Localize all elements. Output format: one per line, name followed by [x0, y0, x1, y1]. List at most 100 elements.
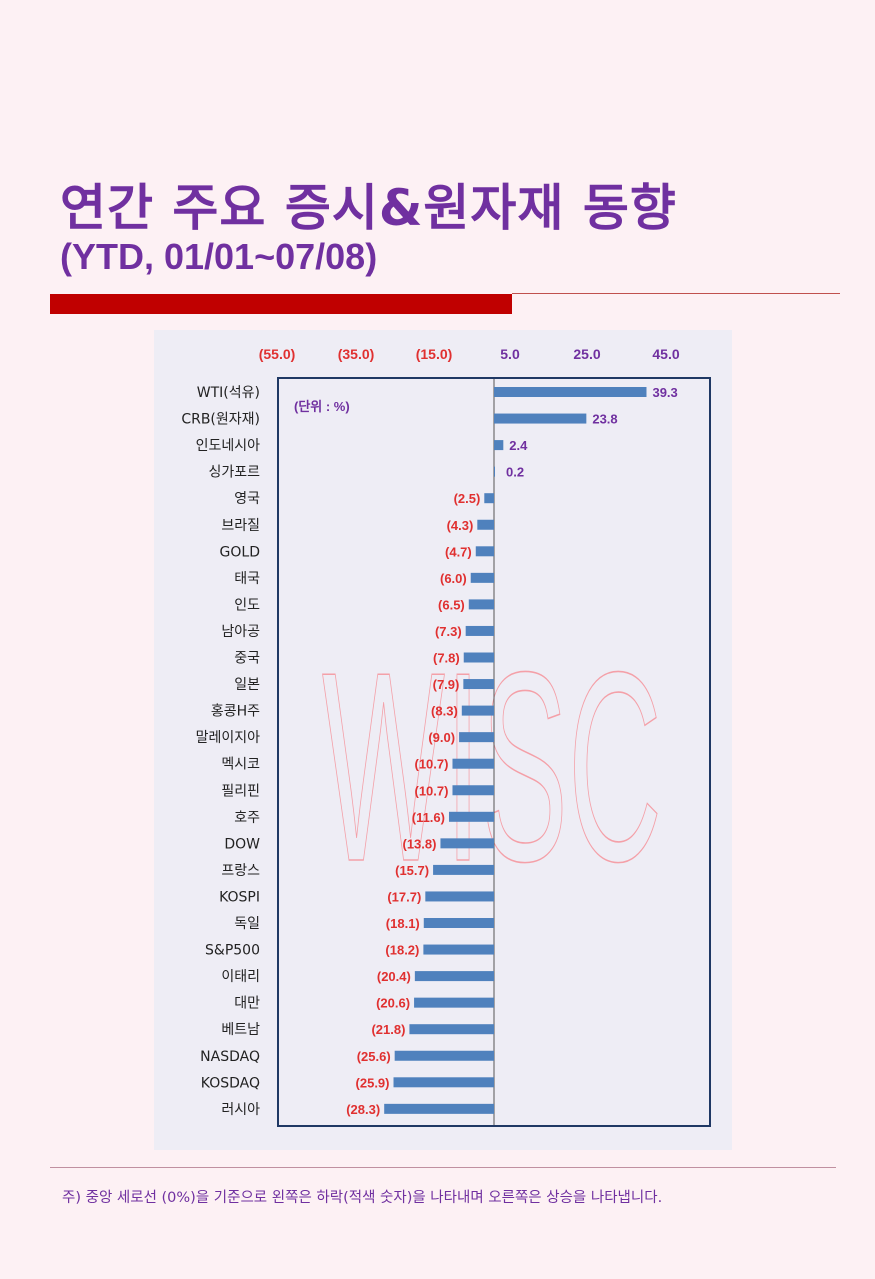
data-label: (13.8): [402, 836, 436, 851]
bar: [423, 944, 494, 955]
category-label: 인도네시아: [196, 438, 261, 454]
data-label: 0.2: [506, 465, 524, 480]
category-label: 멕시코: [221, 757, 260, 773]
category-label: 프랑스: [221, 863, 260, 879]
data-label: (18.2): [385, 943, 419, 958]
data-label: (20.4): [377, 969, 411, 984]
data-label: (18.1): [386, 916, 420, 931]
bar: [463, 679, 494, 690]
bar: [394, 1050, 494, 1061]
footnote: 주) 중앙 세로선 (0%)을 기준으로 왼쪽은 하락(적색 숫자)을 나타내며…: [62, 1190, 663, 1206]
category-label: 독일: [234, 916, 260, 932]
plot-frame: [277, 377, 711, 1127]
bar: [440, 838, 494, 849]
category-label: 싱가포르: [208, 465, 260, 481]
bar: [448, 811, 494, 822]
bar: [423, 918, 494, 928]
bar: [459, 732, 494, 743]
axis-tick-label: (55.0): [259, 346, 296, 362]
data-label: (7.8): [433, 651, 460, 666]
bar: [384, 1103, 494, 1114]
data-label: (10.7): [415, 783, 449, 798]
category-label: 영국: [234, 491, 260, 507]
bar: [414, 971, 494, 982]
page-subtitle: (YTD, 01/01~07/08): [60, 236, 378, 277]
axis-tick-label: 25.0: [573, 346, 600, 362]
category-label: WTI(석유): [197, 385, 260, 401]
bar: [468, 599, 494, 610]
data-label: (4.3): [447, 518, 474, 533]
data-label: (25.9): [356, 1075, 390, 1090]
data-label: (6.0): [440, 571, 467, 586]
data-label: (2.5): [454, 491, 481, 506]
category-label: 브라질: [221, 518, 260, 534]
bar: [484, 493, 494, 504]
bar: [470, 572, 494, 583]
axis-tick-label: 5.0: [500, 346, 520, 362]
data-label: (7.3): [435, 624, 462, 639]
bar-chart: WISC (55.0) (35.0) (15.0) 5.0 25.0 45.0 (단위 :…: [181, 346, 711, 1127]
data-label: (8.3): [431, 704, 458, 719]
unit-label: (단위 : %): [294, 399, 350, 414]
data-label: (9.0): [428, 730, 455, 745]
bar: [433, 864, 494, 875]
data-label: (17.7): [387, 889, 421, 904]
bar: [475, 546, 494, 557]
chart-background: [154, 330, 732, 1150]
category-label: DOW: [224, 836, 260, 852]
bar: [494, 466, 495, 477]
bar: [409, 1024, 494, 1035]
category-label: 호주: [234, 810, 260, 826]
category-label: 필리핀: [221, 783, 260, 799]
bar: [461, 705, 494, 716]
category-label: GOLD: [220, 544, 260, 560]
category-label: 일본: [234, 677, 260, 693]
data-label: (28.3): [346, 1102, 380, 1117]
data-label: (4.7): [445, 544, 472, 559]
data-label: (6.5): [438, 597, 465, 612]
category-label: 베트남: [221, 1022, 260, 1038]
data-label: (25.6): [357, 1049, 391, 1064]
title-underline-rule: [512, 293, 840, 294]
data-label: (20.6): [376, 996, 410, 1011]
bar: [425, 891, 494, 902]
category-label: KOSDAQ: [201, 1075, 260, 1091]
data-label: (15.7): [395, 863, 429, 878]
bar: [465, 625, 494, 636]
axis-tick-label: (15.0): [416, 346, 453, 362]
category-label: 대만: [234, 996, 260, 1012]
bar: [414, 997, 494, 1008]
bar: [494, 413, 587, 424]
data-label: (10.7): [415, 757, 449, 772]
data-label: 2.4: [509, 438, 528, 453]
category-label: 말레이지아: [196, 730, 261, 746]
category-label: 인도: [234, 597, 260, 613]
category-label: 홍콩H주: [211, 704, 260, 720]
title-underline-bar: [50, 294, 512, 314]
page-title: 연간 주요 증시&원자재 동향: [60, 179, 677, 237]
category-label: 태국: [234, 571, 260, 587]
data-label: 23.8: [592, 412, 617, 427]
data-label: 39.3: [652, 385, 677, 400]
footnote-divider: [50, 1167, 836, 1168]
bar: [452, 758, 494, 769]
category-label: KOSPI: [219, 889, 260, 905]
data-label: (11.6): [412, 810, 445, 825]
category-label: 러시아: [221, 1102, 260, 1118]
data-label: (7.9): [433, 677, 460, 692]
bar: [494, 440, 504, 451]
category-label: NASDAQ: [200, 1049, 260, 1065]
category-label: CRB(원자재): [181, 412, 260, 428]
bar: [393, 1077, 494, 1088]
bar: [494, 387, 647, 397]
category-label: 남아공: [221, 624, 260, 640]
axis-tick-label: (35.0): [338, 346, 375, 362]
category-label: 이태리: [221, 969, 260, 985]
category-label: S&P500: [205, 943, 260, 959]
category-label: 중국: [234, 651, 260, 667]
axis-tick-label: 45.0: [652, 346, 679, 362]
bar: [463, 652, 494, 663]
bar: [452, 785, 494, 796]
bar: [477, 519, 494, 530]
data-label: (21.8): [371, 1022, 405, 1037]
